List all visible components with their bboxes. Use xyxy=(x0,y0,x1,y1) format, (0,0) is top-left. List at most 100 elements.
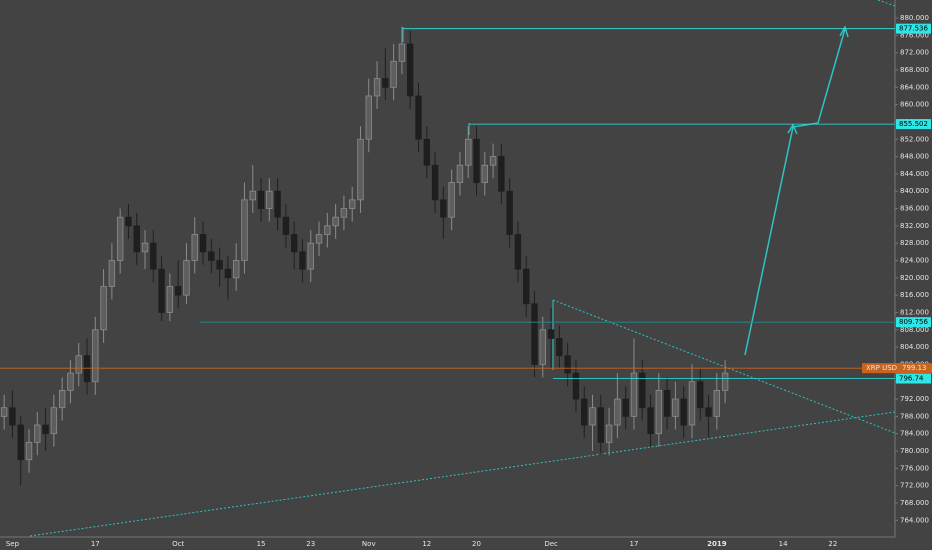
candle-body xyxy=(440,199,447,218)
candle-body xyxy=(58,389,66,409)
y-tick-label: 860.000 xyxy=(900,101,929,109)
candle-body xyxy=(158,268,165,313)
candle-body xyxy=(639,372,646,409)
candle-body xyxy=(216,260,223,270)
candle-body xyxy=(373,78,381,97)
last-price-box xyxy=(862,363,932,374)
candle-body xyxy=(481,164,488,183)
y-tick-label: 772.000 xyxy=(900,482,929,490)
candle-body xyxy=(655,389,663,435)
candle-body xyxy=(34,424,41,443)
candle-body xyxy=(605,424,613,443)
y-tick-label: 844.000 xyxy=(900,170,929,178)
level-label-text: 796.74 xyxy=(899,375,924,383)
candle-body xyxy=(266,190,273,209)
y-tick-label: 788.000 xyxy=(900,412,929,420)
candle-body xyxy=(357,138,364,201)
candle-body xyxy=(506,190,513,235)
candle-body xyxy=(25,441,33,461)
candle-body xyxy=(257,190,265,209)
y-tick-label: 776.000 xyxy=(900,464,929,472)
candle-body xyxy=(108,260,116,287)
y-tick-label: 780.000 xyxy=(900,447,929,455)
level-label: 809.756 xyxy=(896,317,931,328)
y-tick-label: 876.000 xyxy=(900,31,929,39)
candle-body xyxy=(597,407,605,443)
level-label-box xyxy=(896,317,931,328)
candle-body xyxy=(9,407,16,426)
candle-body xyxy=(299,251,306,270)
y-tick-label: 868.000 xyxy=(900,66,929,74)
y-tick-label: 812.000 xyxy=(900,308,929,316)
candle-body xyxy=(465,138,472,166)
x-tick-label: 17 xyxy=(629,540,638,548)
candle-body xyxy=(75,355,82,374)
y-tick-label: 824.000 xyxy=(900,256,929,264)
x-tick-label: Dec xyxy=(544,540,558,548)
candle-body xyxy=(531,303,538,365)
y-tick-label: 828.000 xyxy=(900,239,929,247)
candle-body xyxy=(448,182,455,218)
candle-body xyxy=(630,372,638,417)
y-tick-label: 864.000 xyxy=(900,83,929,91)
candle-body xyxy=(407,43,414,97)
y-tick-label: 840.000 xyxy=(900,187,929,195)
candle-body xyxy=(166,286,174,313)
candle-body xyxy=(199,234,207,253)
candle-body xyxy=(697,381,704,409)
candle-body xyxy=(547,329,555,339)
y-tick-label: 880.000 xyxy=(900,14,929,22)
x-tick-label: 14 xyxy=(779,540,788,548)
candle-body xyxy=(581,398,588,426)
candle-body xyxy=(647,407,654,435)
y-tick-label: 832.000 xyxy=(900,222,929,230)
candle-body xyxy=(340,208,348,218)
support-trendline xyxy=(29,411,896,537)
candle-body xyxy=(249,190,256,201)
x-tick-label: 23 xyxy=(306,540,315,548)
last-price-value: 799.13 xyxy=(902,364,927,372)
candle-body xyxy=(224,268,232,279)
level-label-box xyxy=(896,23,931,34)
candle-body xyxy=(133,225,140,253)
y-tick-label: 784.000 xyxy=(900,430,929,438)
candle-body xyxy=(423,138,430,166)
x-tick-label: Oct xyxy=(172,540,184,548)
candle-body xyxy=(232,260,240,279)
y-tick-label: 872.000 xyxy=(900,49,929,57)
candle-body xyxy=(50,407,58,435)
candle-body xyxy=(0,407,8,417)
candle-body xyxy=(556,338,563,357)
candle-body xyxy=(572,372,580,400)
x-tick-label: 2019 xyxy=(707,540,727,548)
candle-body xyxy=(489,156,497,166)
candle-body xyxy=(415,95,422,140)
candle-body xyxy=(663,389,671,417)
candle-body xyxy=(307,242,314,270)
candle-body xyxy=(183,260,190,296)
candle-body xyxy=(688,381,696,426)
y-tick-label: 852.000 xyxy=(900,135,929,143)
candle-body xyxy=(150,242,157,270)
candle-body xyxy=(290,234,298,253)
level-label: 855.502 xyxy=(896,119,931,130)
candle-body xyxy=(589,407,596,426)
candle-body xyxy=(174,286,182,296)
candle-body xyxy=(348,199,356,209)
candle-body xyxy=(390,60,397,88)
level-label-box xyxy=(896,119,931,130)
y-tick-label: 804.000 xyxy=(900,343,929,351)
y-tick-label: 848.000 xyxy=(900,153,929,161)
candle-body xyxy=(523,268,530,305)
candle-body xyxy=(398,43,406,62)
candle-body xyxy=(672,398,679,417)
candle-body xyxy=(382,78,389,88)
x-tick-label: Nov xyxy=(362,540,376,548)
level-label: 796.74 xyxy=(896,373,931,384)
candle-body xyxy=(125,216,132,227)
y-tick-label: 836.000 xyxy=(900,205,929,213)
candle-body xyxy=(141,242,149,253)
y-tick-label: 820.000 xyxy=(900,274,929,282)
y-tick-label: 764.000 xyxy=(900,516,929,524)
